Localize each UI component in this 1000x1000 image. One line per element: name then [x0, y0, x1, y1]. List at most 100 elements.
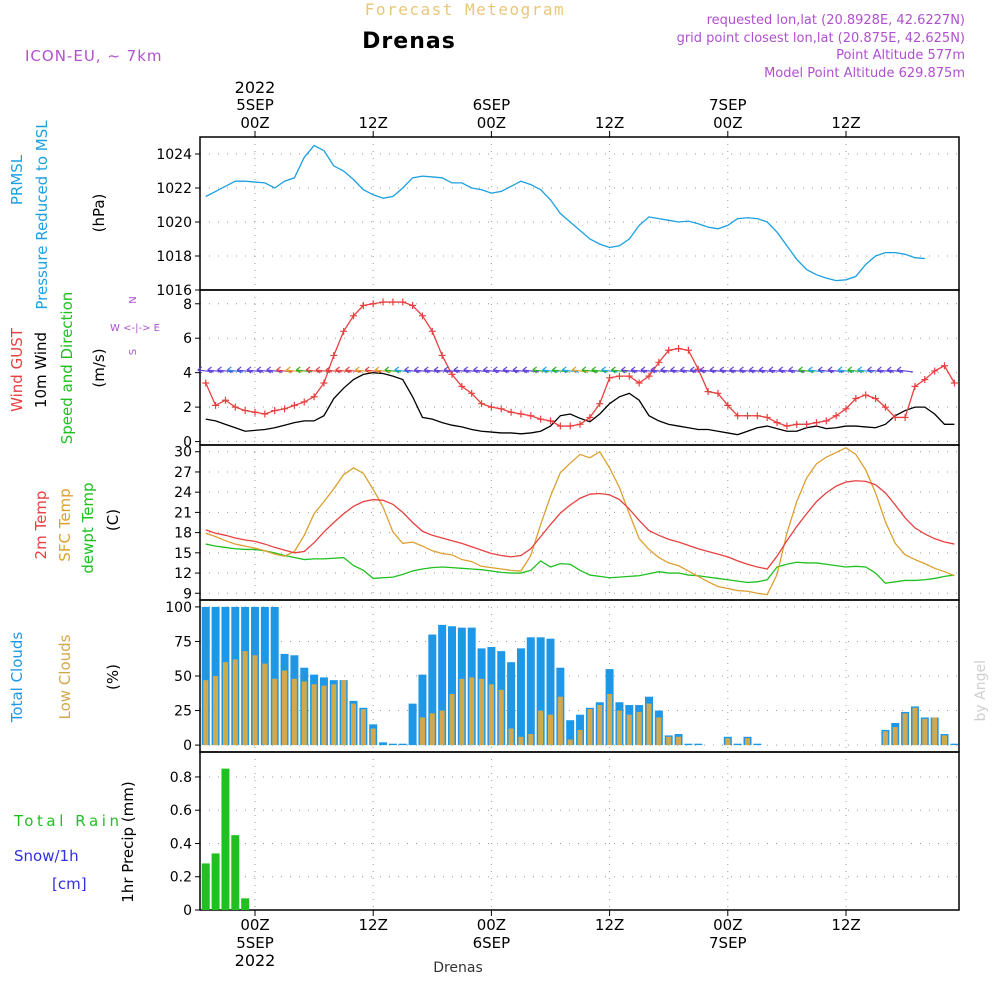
top-tick-label: 12Z [595, 114, 624, 132]
gust-marker [645, 372, 653, 380]
low-clouds-bar [419, 717, 425, 746]
low-clouds-bar [311, 684, 317, 746]
y-tick-label: 1018 [156, 249, 192, 265]
wind-arrow [414, 366, 431, 374]
gust-marker [941, 362, 948, 370]
low-clouds-bar [459, 678, 465, 746]
gust-marker [497, 405, 505, 413]
y-tick-label: 1022 [156, 181, 192, 197]
total-clouds-bar [507, 662, 516, 746]
low-clouds-bar [282, 670, 288, 746]
wind-arrow [453, 366, 470, 374]
low-clouds-bar [232, 659, 238, 746]
y-axis-label: Total Clouds [8, 632, 26, 724]
wind-arrow [571, 366, 589, 374]
y-tick-label: 100 [165, 600, 192, 616]
gust-marker [409, 302, 417, 309]
wind-arrow [719, 366, 736, 374]
y-tick-label: 8 [183, 297, 192, 313]
gust-marker [418, 312, 426, 320]
bottom-tick-label: 12Z [595, 916, 624, 934]
panel-2: 9 12 15 18 21 24 27 30 [174, 444, 960, 602]
gust-marker [803, 420, 811, 428]
wind-arrow [758, 366, 776, 374]
wind-arrow [739, 366, 756, 374]
low-clouds-bar [745, 738, 750, 746]
low-clouds-bar [912, 707, 918, 746]
wind-gust-line [205, 301, 955, 427]
total-clouds-bar [753, 743, 762, 746]
gust-marker [842, 405, 850, 413]
low-clouds-bar [331, 684, 337, 746]
gust-marker [537, 415, 545, 423]
wind-arrow [522, 366, 539, 374]
gust-marker [832, 412, 840, 420]
rain-bar [201, 863, 210, 910]
gust-marker [625, 372, 633, 380]
low-clouds-bar [439, 710, 445, 746]
wind-arrow [689, 366, 707, 374]
low-clouds-bar [616, 710, 622, 746]
wind-arrow [620, 366, 638, 374]
y-axis-label: Wind GUST [8, 327, 26, 412]
gust-marker [527, 412, 535, 420]
low-clouds-bar [242, 651, 248, 746]
grid-point-lonlat: grid point closest lon,lat (20.875E, 42.… [677, 31, 965, 46]
total-clouds-bar [438, 624, 447, 746]
top-tick-label: 00Z [713, 114, 742, 132]
y-tick-label: 0 [183, 738, 192, 754]
wind-arrow [502, 366, 520, 374]
total-clouds-bar [566, 720, 575, 746]
bottom-day-label: 5SEP [236, 934, 274, 952]
gust-marker [448, 370, 456, 378]
low-clouds-bar [902, 713, 908, 746]
wind-arrow [768, 366, 786, 374]
gust-marker [931, 367, 939, 375]
low-clouds-bar [252, 655, 258, 746]
gust-marker [615, 372, 623, 380]
gust-marker [744, 412, 751, 420]
wind-arrow [827, 366, 845, 374]
low-clouds-bar [370, 728, 376, 746]
wind-arrow [483, 366, 500, 374]
y-axis-label: 10m Wind [32, 332, 50, 408]
compass-rose: N W <-|-> E S [110, 296, 160, 355]
y-tick-label: 21 [174, 505, 192, 521]
y-tick-label: 50 [174, 669, 192, 685]
gust-marker [684, 346, 692, 354]
low-clouds-bar [922, 718, 928, 746]
low-clouds-bar [607, 693, 613, 746]
top-tick-label: 00Z [477, 114, 506, 132]
wind-arrow [345, 366, 362, 374]
y-tick-label: 25 [174, 704, 192, 720]
gust-marker [793, 420, 801, 428]
wind-arrow [276, 366, 293, 374]
low-clouds-bar [213, 676, 219, 746]
gust-marker [773, 419, 781, 427]
y-axis-label: Low Clouds [56, 634, 74, 719]
y-tick-label: 4 [183, 366, 192, 382]
compass-south: S [128, 349, 139, 355]
requested-lonlat: requested lon,lat (20.8928E, 42.6227N) [707, 13, 965, 28]
total-clouds-bar [684, 743, 693, 746]
wind-arrow [512, 366, 530, 374]
y-tick-label: 30 [174, 445, 192, 461]
gust-marker [340, 327, 348, 335]
wind-arrow [266, 366, 283, 374]
gust-marker [714, 389, 722, 397]
y-axis-label: dewpt Temp [79, 482, 97, 573]
gust-marker [596, 400, 604, 408]
wind-arrow [305, 366, 323, 374]
y-tick-label: 1020 [156, 215, 192, 231]
meteogram-panels: 1016 1018 1020 1022 1024 PRMSL Pressure Reduce… [8, 120, 960, 919]
y-tick-label: 1024 [156, 147, 192, 163]
y-axis-unit: (C) [104, 509, 122, 531]
wind-arrow [867, 366, 884, 374]
location-title: Drenas [362, 29, 456, 54]
gust-marker [783, 422, 791, 430]
y-tick-label: 0 [183, 435, 192, 451]
gust-marker [891, 413, 899, 421]
gust-marker [369, 300, 377, 308]
compass-north: N [128, 296, 139, 303]
bottom-tick-label: 00Z [240, 916, 269, 934]
